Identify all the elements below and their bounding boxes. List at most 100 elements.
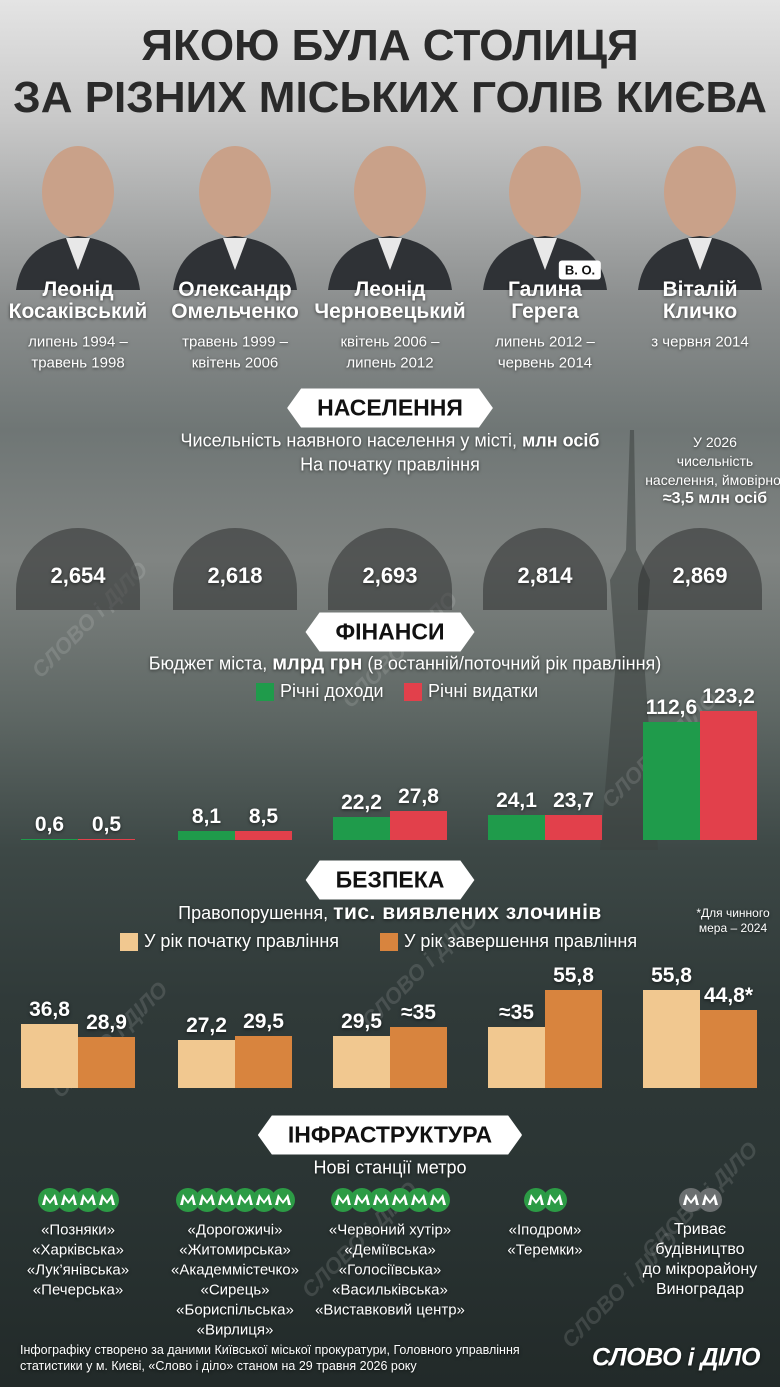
metro-icon [94,1188,119,1212]
mayor-first-name: Галина [508,278,582,301]
mayor-term: липень 2012 – [495,333,595,351]
subtitle: Бюджет міста, млрд грн (в останній/поточ… [149,653,662,676]
bar [700,710,757,840]
bar [700,1009,757,1088]
subtitle-text: Правопорушення, [178,903,334,923]
station: «Академмістечко» [171,1261,299,1279]
station: «Дорогожичі» [187,1221,283,1239]
subtitle-bold: млн осіб [521,430,600,451]
population-value: 2,618 [207,563,263,588]
metro-icon [349,1188,374,1212]
metro-icon [387,1188,412,1212]
metro-icon [330,1188,355,1212]
station: «Виставковий центр» [315,1301,465,1319]
portrait [8,130,148,290]
station: «Вирлиця» [196,1321,274,1339]
station: «Житомирська» [179,1241,291,1259]
value-label: 29,5 [243,1010,284,1034]
mayor-term: липень 2012 [346,354,434,372]
legend-swatch [380,933,398,951]
metro-icon [523,1188,548,1212]
construction-note: до мікрорайону [642,1261,758,1278]
bar [333,816,390,840]
forecast: У 2026 [693,434,737,450]
legend-label: У рік завершення правління [404,931,638,951]
mayor-last-name: Черновецький [314,300,466,323]
station: «Васильківська» [332,1281,448,1299]
mayor-last-name: Кличко [662,300,738,323]
portrait [630,130,770,290]
mayor-term: травень 1998 [31,354,125,372]
value-label: 8,5 [248,805,279,829]
section-heading: ІНФРАСТРУКТУРА [258,1116,522,1155]
value-label: 8,1 [191,805,222,829]
value-label: 29,5 [341,1010,382,1034]
bar [178,1040,235,1088]
value-label: 123,2 [702,684,755,708]
title: ЯКОЮ БУЛА СТОЛИЦЯ [141,21,639,70]
value-label: 0,6 [34,813,65,837]
bar [643,990,700,1088]
metro-icon [194,1188,219,1212]
legend-swatch [404,683,422,701]
station: «Деміївська» [344,1241,436,1259]
metro-icon [542,1188,567,1212]
value-label: 55,8 [553,964,594,988]
bar [488,814,545,840]
legend-swatch [120,933,138,951]
bar [78,839,135,840]
mayor-term: квітень 2006 [191,354,279,372]
section-heading: ФІНАНСИ [306,613,475,652]
metro-icon [56,1188,81,1212]
note: На початку правління [300,454,480,475]
mayor-last-name: Герега [511,300,579,323]
construction-note: Триває [673,1221,727,1238]
station: «Бориспільська» [176,1301,294,1319]
station: «Сирець» [200,1281,270,1299]
legend-label: У рік початку правління [144,931,340,951]
station: «Харківська» [32,1241,124,1259]
station: «Позняки» [41,1221,115,1239]
value-label: 55,8 [651,964,692,988]
subtitle-text: Чисельність наявного населення у місті, [180,430,522,451]
value-label: ≈35 [499,1000,534,1024]
bar [333,1036,390,1088]
section-heading: НАСЕЛЕННЯ [287,389,493,428]
metro-icon [232,1188,257,1212]
subtitle-text: Бюджет міста, [148,653,273,674]
value-label: 24,1 [496,788,537,812]
bar [643,721,700,840]
value-label: 28,9 [86,1011,127,1035]
population-value: 2,814 [517,563,573,588]
source: Інфографіку створено за даними Київської… [20,1343,520,1373]
section-heading: БЕЗПЕКА [306,861,475,900]
legend-label: Річні доходи [280,681,384,701]
mayor-term: травень 1999 – [182,333,288,351]
legend-swatch [256,683,274,701]
value-label: 44,8* [703,983,754,1007]
forecast-bold: ≈3,5 млн осіб [662,490,768,507]
metro-icon [368,1188,393,1212]
metro-icon [213,1188,238,1212]
construction-note: Виноградар [655,1281,745,1298]
bar [178,831,235,840]
bar [78,1037,135,1088]
portrait [320,130,460,290]
value-label: 112,6 [645,695,698,719]
badge: В. О. [558,260,602,280]
value-label: 36,8 [29,997,70,1021]
logo: СЛОВО і ДІЛО [591,1343,761,1372]
station: «Теремки» [507,1241,583,1259]
bar [21,1023,78,1088]
metro-icon [270,1188,295,1212]
station: «Голосіївська» [338,1261,442,1279]
mayor-last-name: Омельченко [171,300,299,323]
mayor-term: липень 1994 – [28,333,128,351]
subtitle: Чисельність наявного населення у місті, … [181,431,600,452]
legend-label: Річні видатки [428,681,539,701]
mayor-first-name: Леонід [42,278,114,301]
subtitle-text: (в останній/поточний рік правління) [362,653,662,674]
title: ЗА РІЗНИХ МІСЬКИХ ГОЛІВ КИЄВА [13,73,767,122]
note: *Для чинного мера – 2024 [696,906,770,935]
value-label: 27,2 [186,1014,227,1038]
